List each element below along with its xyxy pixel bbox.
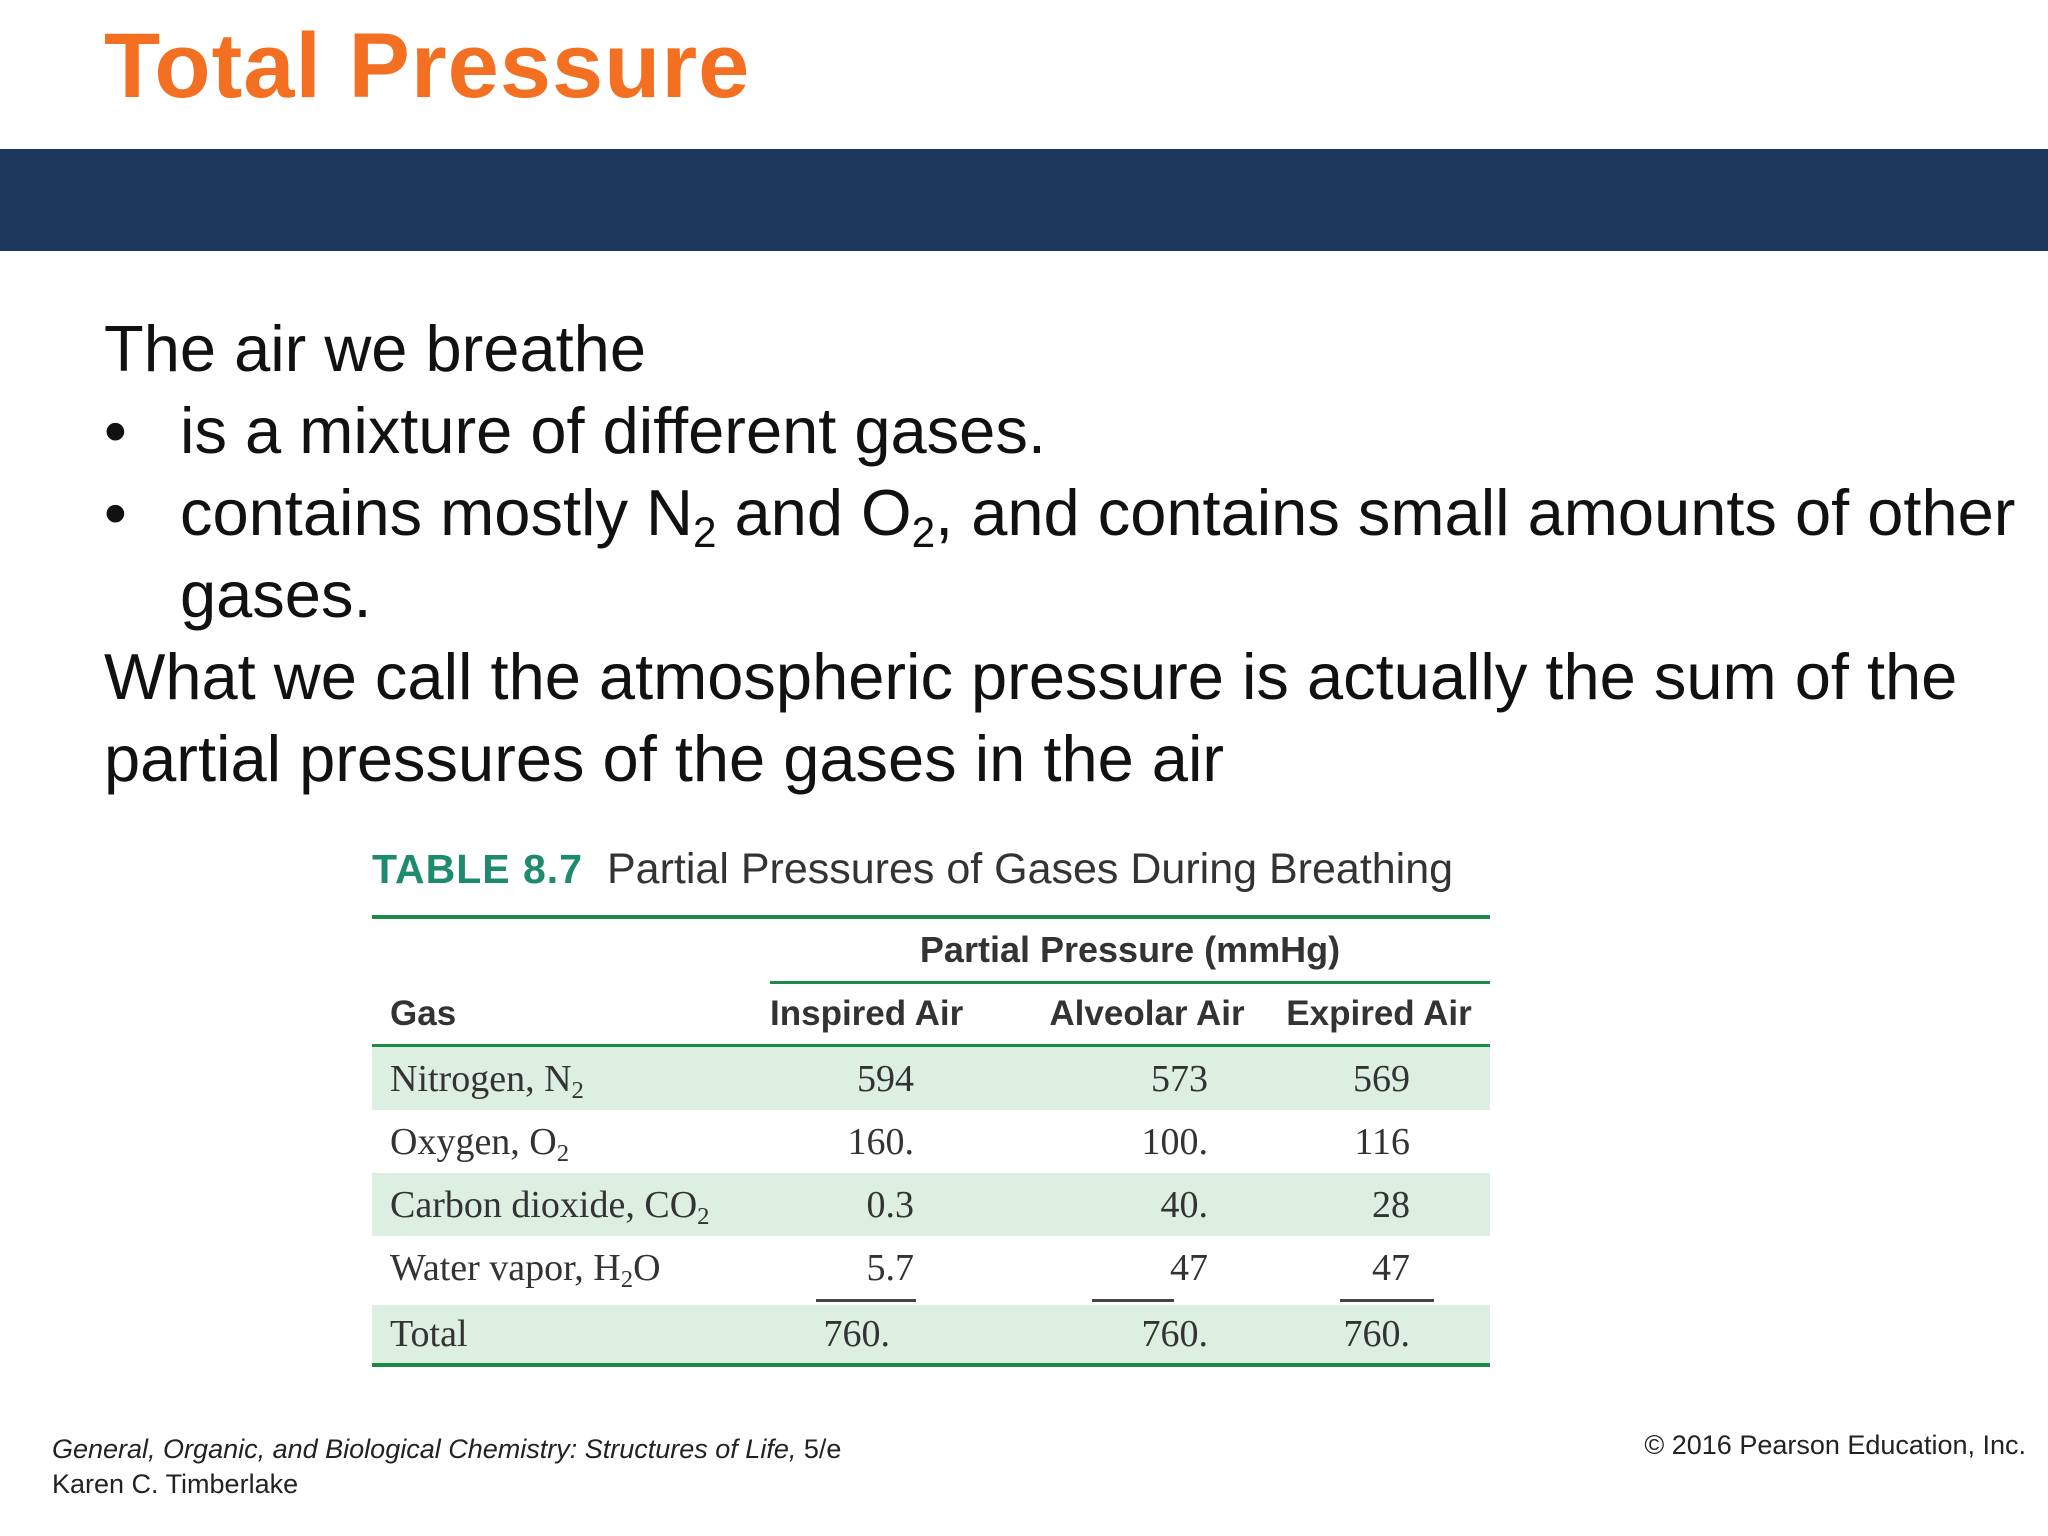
slide-title: Total Pressure [104,15,751,117]
table-top-rule [372,915,1490,919]
expired-cell: 116 [1354,1120,1410,1163]
total-expired: 760. [1343,1313,1411,1355]
column-headers: Gas Inspired Air Alveolar Air Expired Ai… [372,984,1490,1044]
author: Karen C. Timberlake [52,1469,299,1499]
header-expired: Expired Air [1286,994,1472,1033]
sum-rules [372,1299,1490,1305]
inspired-cell: 160. [847,1120,915,1163]
table-caption: TABLE 8.7 Partial Pressures of Gases Dur… [372,845,1490,915]
table-title: Partial Pressures of Gases During Breath… [607,845,1454,893]
expired-cell: 47 [1372,1246,1410,1289]
inspired-cell: 5.7 [866,1246,915,1289]
group-header: Partial Pressure (mmHg) [919,929,1341,970]
table-row: Nitrogen, N2 594 573 569 [372,1047,1490,1110]
header-gas: Gas [390,994,457,1033]
alveolar-cell: 100. [1141,1120,1209,1163]
total-alveolar: 760. [1141,1313,1209,1355]
header-band [0,149,2048,251]
sum-line [1340,1299,1434,1302]
partial-pressure-table: TABLE 8.7 Partial Pressures of Gases Dur… [372,845,1490,1367]
expired-cell: 28 [1372,1183,1410,1226]
alveolar-cell: 573 [1151,1057,1208,1100]
bullet-icon: • [104,394,127,467]
total-inspired: 760. [823,1313,891,1355]
header-rule [372,1044,1490,1047]
inspired-cell: 594 [857,1057,914,1100]
group-header-rule [770,981,1490,984]
table-row: Oxygen, O2 160. 100. 116 [372,1110,1490,1173]
intro-line: The air we breathe [104,312,646,385]
slide-body: The air we breathe • is a mixture of dif… [104,308,2015,800]
footer-citation: General, Organic, and Biological Chemist… [52,1432,841,1502]
bullet-text-2b: and O [716,476,912,549]
book-title: General, Organic, and Biological Chemist… [52,1434,797,1464]
header-alveolar: Alveolar Air [1049,994,1245,1033]
table-row: Carbon dioxide, CO2 0.3 40. 28 [372,1173,1490,1236]
conclusion-text: What we call the atmospheric pressure is… [104,640,1958,795]
bullet-text-1: is a mixture of different gases. [180,394,1046,467]
bullet-item-1: • is a mixture of different gases. [104,390,2004,472]
bullet-text-2a: contains mostly N [180,476,693,549]
sum-line [816,1299,916,1302]
table-number: TABLE 8.7 [372,846,583,892]
gas-cell: Nitrogen, N2 [390,1057,584,1104]
copyright: © 2016 Pearson Education, Inc. [1644,1430,2026,1460]
bullet-text-2c: , and contains small amounts of other ga… [180,476,2016,631]
gas-cell: Water vapor, H2O [390,1246,661,1293]
gas-cell: Carbon dioxide, CO2 [390,1183,710,1230]
total-label: Total [390,1313,468,1355]
header-inspired: Inspired Air [770,994,964,1033]
alveolar-cell: 47 [1170,1246,1208,1289]
book-line: General, Organic, and Biological Chemist… [52,1432,841,1467]
table-row: Water vapor, H2O 5.7 47 47 [372,1236,1490,1299]
gas-cell: Oxygen, O2 [390,1120,570,1167]
bullet-item-2: • contains mostly N2 and O2, and contain… [104,472,2040,636]
book-edition: 5/e [796,1434,842,1464]
inspired-cell: 0.3 [866,1183,915,1226]
total-row: Total 760. 760. 760. [372,1305,1490,1363]
bullet-icon: • [104,476,127,549]
alveolar-cell: 40. [1160,1183,1209,1226]
table-bottom-rule [372,1363,1490,1367]
expired-cell: 569 [1353,1057,1410,1100]
subscript-o2: 2 [911,508,936,556]
subscript-n2: 2 [692,508,717,556]
sum-line [1092,1299,1174,1302]
